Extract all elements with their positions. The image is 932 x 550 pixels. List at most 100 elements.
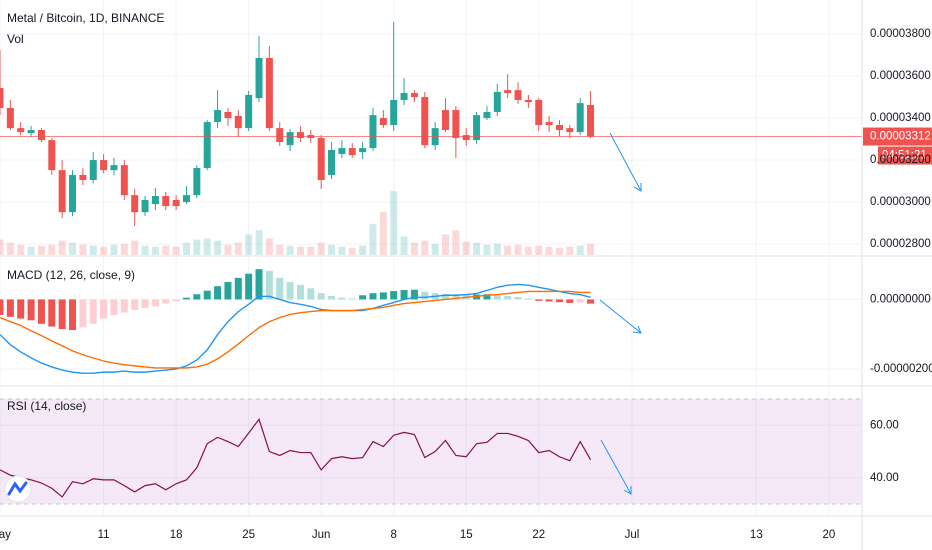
volume-bar (234, 242, 242, 255)
candle-body (566, 128, 574, 133)
candle-body (48, 140, 56, 171)
volume-bar (172, 246, 180, 255)
volume-bar (369, 224, 377, 255)
arrow-drawing[interactable] (609, 132, 642, 192)
y-tick-label: 40.00 (870, 472, 899, 484)
y-tick-label: 0.00002800 (870, 238, 931, 250)
histogram-bar (172, 299, 180, 302)
volume-bar (37, 245, 45, 255)
y-tick-label: -0.00000200 (870, 363, 932, 375)
histogram-bar (545, 299, 553, 302)
volume-bar (400, 236, 408, 255)
histogram-bar (348, 298, 356, 300)
x-tick-label: Jul (625, 529, 640, 541)
x-tick-label: 25 (242, 529, 255, 541)
volume-bar (493, 243, 501, 255)
volume-bar (131, 240, 139, 255)
volume-bar (545, 246, 553, 255)
histogram-bar (442, 293, 450, 300)
volume-bar (473, 242, 481, 255)
volume-bar (328, 244, 336, 255)
arrow-drawing[interactable] (599, 299, 642, 334)
candle-body (6, 107, 14, 129)
drawings (599, 132, 642, 495)
candle-body (379, 118, 387, 125)
candle-body (276, 128, 284, 142)
histogram-bar (214, 286, 222, 300)
volume-bar (27, 246, 35, 255)
y-tick-label: 0.00003600 (870, 70, 931, 82)
volume-bar (151, 246, 159, 255)
volume-bar (421, 240, 429, 255)
candle-body (0, 88, 4, 108)
logo[interactable] (4, 475, 32, 503)
candle-body (317, 138, 325, 181)
histogram-bar (255, 269, 263, 300)
x-tick-label: 18 (170, 529, 183, 541)
candle-body (110, 165, 118, 171)
histogram-bar (359, 295, 367, 300)
candle-body (296, 132, 304, 139)
histogram-bar (6, 299, 14, 317)
volume-bar (390, 191, 398, 255)
candle-body (27, 130, 35, 133)
histogram-bar (182, 297, 190, 300)
candle-body (286, 132, 294, 146)
histogram-bar (69, 299, 77, 331)
y-tick-label: 0.00003000 (870, 196, 931, 208)
y-tick-label: 60.00 (870, 419, 899, 431)
candle-body (79, 174, 87, 181)
candle-body (265, 57, 273, 129)
volume-bar (338, 246, 346, 255)
histogram-bar (151, 299, 159, 307)
histogram-bar (48, 299, 56, 327)
histogram-bar (410, 289, 418, 300)
histogram-bar (421, 291, 429, 300)
volume-bar (203, 238, 211, 255)
volume-bar (431, 243, 439, 255)
x-tick-label: 8 (390, 529, 396, 541)
volume-bar (100, 246, 108, 255)
volume-bar (193, 239, 201, 255)
last-price-label: 0.00003312 (870, 131, 931, 143)
candle-body (421, 97, 429, 146)
histogram-bar (0, 299, 4, 316)
volume-bar (110, 244, 118, 255)
histogram-bar (110, 299, 118, 316)
countdown-label: 04:51:21 (882, 150, 927, 162)
volume-bar (182, 242, 190, 255)
histogram-bar (162, 299, 170, 304)
histogram-bar (535, 299, 543, 301)
volume-bar (535, 245, 543, 255)
volume-bar (359, 245, 367, 255)
volume-bar (79, 244, 87, 255)
volume-bar (245, 234, 253, 255)
histogram-bar (37, 299, 45, 324)
candle-body (141, 199, 149, 213)
volume-bar (141, 245, 149, 255)
histogram-bar (555, 299, 563, 303)
candle-body (359, 148, 367, 153)
histogram-bar (452, 294, 460, 300)
volume-bar (276, 244, 284, 255)
histogram-bar (141, 299, 149, 309)
candle-body (193, 168, 201, 196)
histogram-bar (400, 290, 408, 300)
volume-bar (265, 238, 273, 255)
candle-body (162, 195, 170, 207)
x-tick-label: 13 (750, 529, 763, 541)
candle-body (338, 148, 346, 154)
candle-body (504, 90, 512, 94)
candle-body (483, 111, 491, 119)
histogram-bar (203, 290, 211, 300)
histogram-bar (27, 299, 35, 321)
candle-body (172, 199, 180, 207)
volume-bar (442, 234, 450, 255)
arrow-drawing[interactable] (600, 439, 632, 495)
histogram-bar (296, 284, 304, 300)
volume-bar (17, 244, 25, 255)
histogram-bar (286, 282, 294, 300)
macd-line (0, 283, 591, 374)
histogram-bar (100, 299, 108, 319)
